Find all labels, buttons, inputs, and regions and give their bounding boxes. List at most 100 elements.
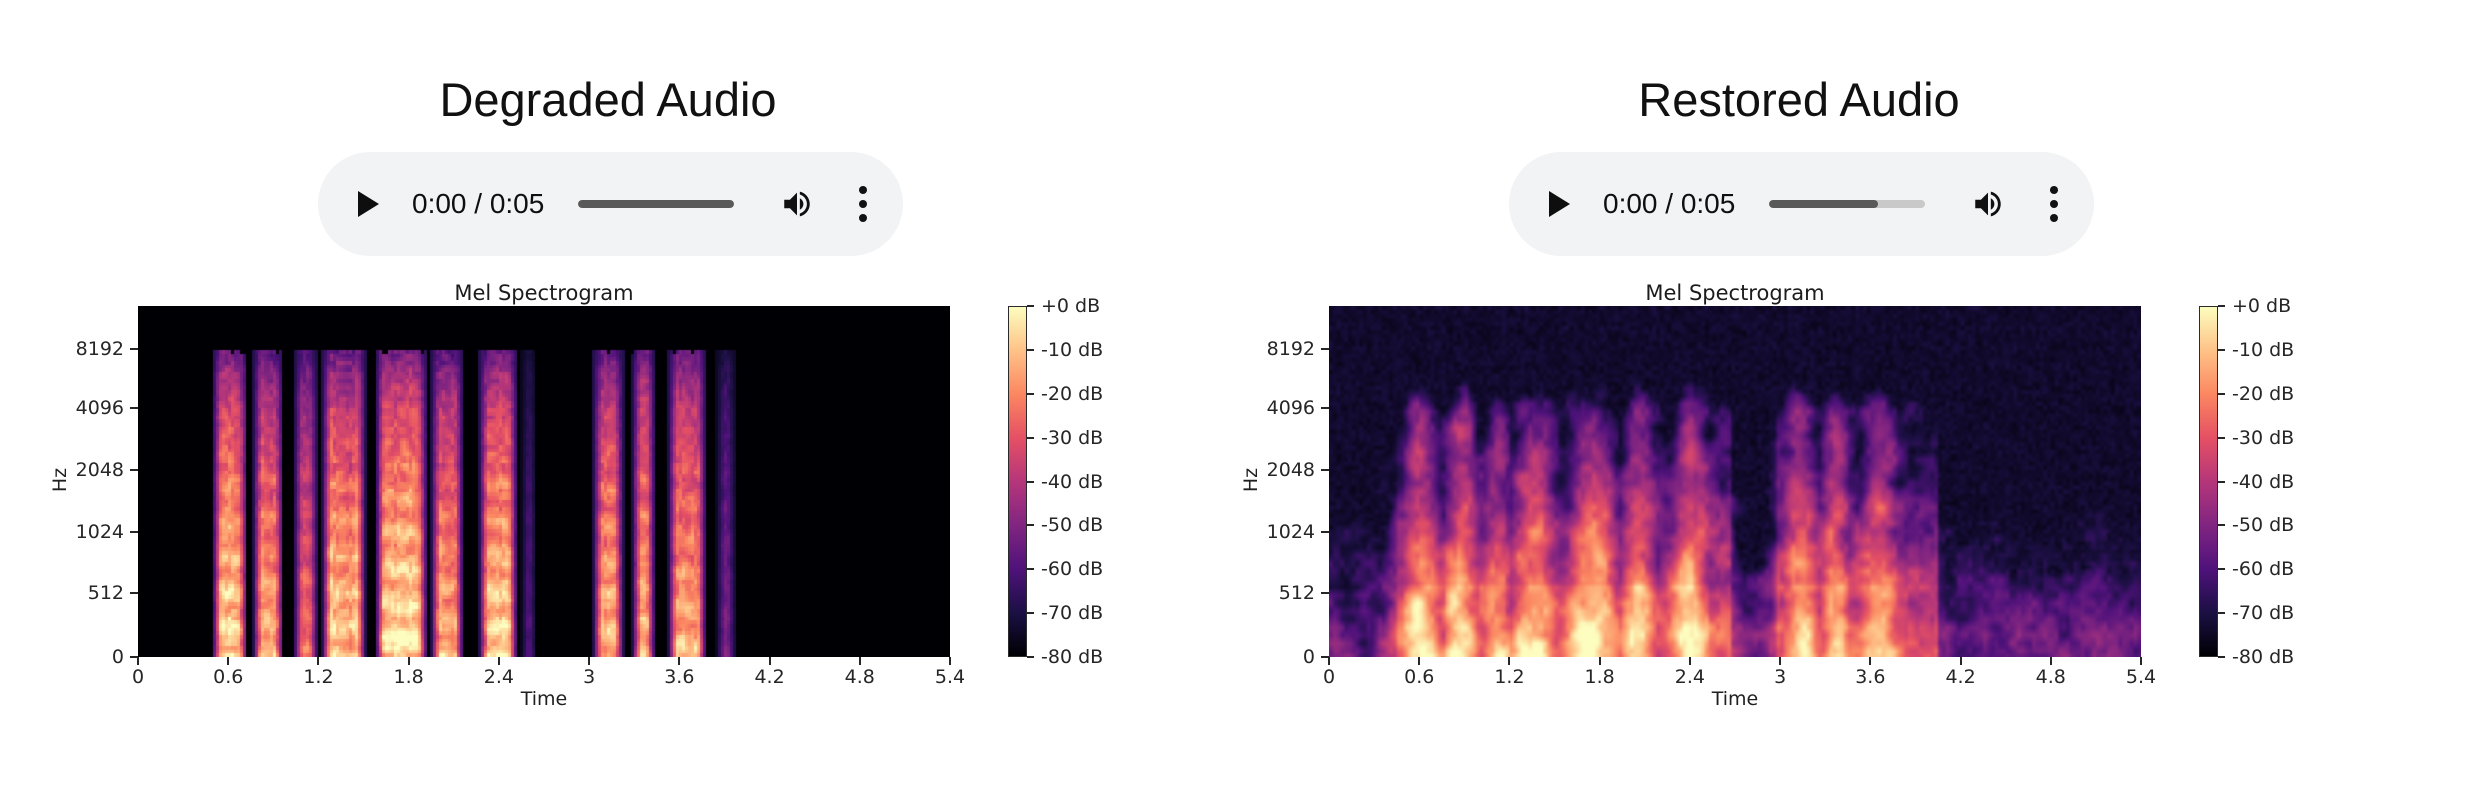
seek-progress — [1769, 200, 1879, 208]
colorbar-tick-mark — [2218, 656, 2225, 658]
seek-bar[interactable] — [578, 200, 734, 208]
x-tick-mark — [1598, 657, 1601, 665]
x-tick-label: 1.8 — [393, 666, 424, 688]
y-tick-mark — [1321, 592, 1329, 595]
x-tick-mark — [1869, 657, 1872, 665]
colorbar-tick-mark — [1027, 568, 1034, 571]
y-tick-label: 8192 — [75, 337, 124, 360]
y-tick-label: 1024 — [1266, 521, 1315, 544]
overflow-menu-icon[interactable] — [2050, 186, 2058, 222]
x-tick-mark — [1959, 657, 1962, 665]
panel-title: Degraded Audio — [439, 73, 777, 126]
colorbar-tick-mark — [1027, 656, 1034, 658]
x-tick-label: 4.8 — [844, 666, 875, 688]
x-tick-mark — [407, 657, 410, 665]
colorbar-tick-label: -60 dB — [1041, 558, 1104, 581]
volume-icon[interactable] — [780, 187, 814, 221]
x-tick-label: 3.6 — [664, 666, 695, 688]
x-tick-mark — [2140, 657, 2142, 665]
y-tick-label: 8192 — [1266, 337, 1315, 360]
x-tick-label: 1.2 — [303, 666, 334, 688]
x-tick-mark — [1328, 657, 1330, 665]
audio-player[interactable]: 0:00 / 0:05 — [1509, 152, 2094, 256]
colorbar-tick-label: -60 dB — [2232, 558, 2295, 581]
y-axis-label: Hz — [49, 467, 71, 493]
colorbar-tick-mark — [2218, 348, 2225, 351]
y-tick-label: 1024 — [75, 521, 124, 544]
colorbar-tick-label: -50 dB — [2232, 514, 2295, 537]
seek-bar[interactable] — [1769, 200, 1925, 208]
colorbar-tick-label: -10 dB — [2232, 338, 2295, 361]
colorbar-tick-mark — [1027, 348, 1034, 351]
x-tick-label: 0.6 — [213, 666, 244, 688]
y-tick-mark — [130, 406, 138, 409]
colorbar-tick-label: -70 dB — [1041, 602, 1104, 625]
panel-title: Restored Audio — [1638, 73, 1960, 126]
colorbar-tick-label: +0 dB — [1041, 295, 1101, 317]
x-tick-mark — [2049, 657, 2052, 665]
x-tick-mark — [768, 657, 771, 665]
x-tick-mark — [1508, 657, 1511, 665]
x-tick-mark — [588, 657, 591, 665]
overflow-menu-icon[interactable] — [859, 186, 867, 222]
colorbar-tick-mark — [1027, 305, 1034, 307]
colorbar-tick-mark — [2218, 392, 2225, 395]
colorbar-tick-label: -70 dB — [2232, 602, 2295, 625]
x-tick-label: 5.4 — [2125, 666, 2157, 688]
x-tick-label: 1.2 — [1494, 666, 1525, 688]
y-tick-mark — [130, 531, 138, 534]
x-tick-label: 1.8 — [1584, 666, 1615, 688]
colorbar-tick-mark — [1027, 612, 1034, 615]
colorbar-tick-mark — [2218, 612, 2225, 615]
colorbar — [1008, 306, 1027, 657]
x-tick-label: 3 — [583, 666, 596, 688]
colorbar-tick-label: -10 dB — [1041, 338, 1104, 361]
mel-spectrogram-canvas — [138, 306, 950, 657]
volume-icon[interactable] — [1971, 187, 2005, 221]
figure-title: Mel Spectrogram — [454, 281, 634, 305]
y-tick-mark — [130, 656, 138, 658]
x-tick-label: 2.4 — [483, 666, 514, 688]
x-tick-label: 4.8 — [2035, 666, 2066, 688]
y-tick-mark — [1321, 347, 1329, 350]
play-icon[interactable] — [1549, 191, 1570, 217]
y-tick-label: 0 — [1302, 646, 1315, 668]
colorbar-tick-mark — [2218, 524, 2225, 527]
y-tick-mark — [1321, 656, 1329, 658]
x-tick-label: 5.4 — [934, 666, 966, 688]
x-tick-mark — [858, 657, 861, 665]
colorbar — [2199, 306, 2218, 657]
mel-spectrogram-canvas — [1329, 306, 2141, 657]
x-tick-mark — [1418, 657, 1421, 665]
y-tick-label: 0 — [111, 646, 124, 668]
y-tick-label: 4096 — [75, 396, 124, 419]
panel-restored: Restored Audio 0:00 / 0:05 Mel Spectrogr… — [1191, 0, 2477, 794]
colorbar-tick-mark — [1027, 480, 1034, 483]
y-tick-mark — [130, 468, 138, 471]
colorbar-tick-mark — [2218, 568, 2225, 571]
play-icon[interactable] — [358, 191, 379, 217]
x-tick-mark — [1688, 657, 1691, 665]
colorbar-tick-label: -80 dB — [2232, 646, 2295, 668]
x-tick-mark — [949, 657, 951, 665]
colorbar-tick-mark — [2218, 480, 2225, 483]
audio-player[interactable]: 0:00 / 0:05 — [318, 152, 903, 256]
x-tick-mark — [227, 657, 230, 665]
y-tick-label: 512 — [1278, 582, 1315, 605]
x-tick-mark — [1779, 657, 1782, 665]
y-axis-label: Hz — [1240, 467, 1262, 493]
seek-progress — [578, 200, 734, 208]
y-tick-mark — [130, 592, 138, 595]
time-display: 0:00 / 0:05 — [412, 188, 545, 219]
x-axis-label: Time — [520, 688, 568, 710]
x-axis-label: Time — [1711, 688, 1759, 710]
x-tick-label: 0.6 — [1404, 666, 1435, 688]
y-tick-mark — [1321, 468, 1329, 471]
colorbar-tick-label: -30 dB — [2232, 426, 2295, 449]
colorbar-tick-label: -50 dB — [1041, 514, 1104, 537]
x-tick-mark — [678, 657, 681, 665]
figure-title: Mel Spectrogram — [1645, 281, 1825, 305]
x-tick-label: 4.2 — [1945, 666, 1976, 688]
x-tick-mark — [317, 657, 320, 665]
x-tick-mark — [137, 657, 139, 665]
